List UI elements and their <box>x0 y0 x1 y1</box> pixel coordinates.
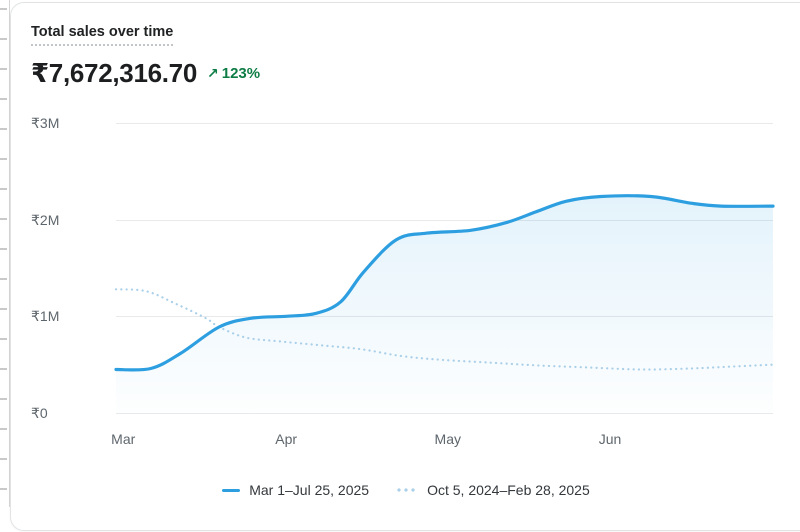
previous-period-line <box>114 288 775 371</box>
legend-swatch-dotted-line-icon <box>397 488 419 492</box>
card-title[interactable]: Total sales over time <box>31 24 174 46</box>
current-period-area-fill <box>116 195 773 413</box>
legend-label-current: Mar 1–Jul 25, 2025 <box>249 482 370 498</box>
legend-label-previous: Oct 5, 2024–Feb 28, 2025 <box>427 482 590 498</box>
gridline <box>116 219 773 221</box>
sales-line-chart[interactable]: ₹0 ₹1M ₹2M ₹3M Mar Apr May Jun <box>31 115 775 447</box>
total-sales-card: Total sales over time ₹7,672,316.70 ↗ 12… <box>10 2 800 531</box>
trend-up-icon: ↗ <box>207 65 219 81</box>
chart-canvas <box>114 194 775 413</box>
change-percent: 123% <box>221 65 261 82</box>
y-axis-label: ₹2M <box>31 211 60 228</box>
left-ruler-ticks <box>0 0 10 507</box>
card-header: Total sales over time ₹7,672,316.70 ↗ 12… <box>31 23 260 89</box>
legend-item-current: Mar 1–Jul 25, 2025 <box>222 482 369 498</box>
value-row: ₹7,672,316.70 ↗ 123% <box>31 58 260 89</box>
legend-item-previous: Oct 5, 2024–Feb 28, 2025 <box>397 482 590 498</box>
current-period-line <box>114 194 775 372</box>
x-axis-label: Jun <box>598 431 622 447</box>
y-axis-label: ₹0 <box>31 405 48 421</box>
gridline <box>116 413 773 414</box>
x-axis-label: Mar <box>111 431 136 447</box>
legend-swatch-solid-line-icon <box>222 488 241 492</box>
chart-legend: Mar 1–Jul 25, 2025 Oct 5, 2024–Feb 28, 2… <box>11 482 800 498</box>
x-axis-label: May <box>434 431 462 447</box>
total-sales-value: ₹7,672,316.70 <box>31 58 198 88</box>
change-badge: ↗ 123% <box>207 65 260 82</box>
gridline <box>116 123 773 124</box>
y-axis-label: ₹1M <box>31 308 60 325</box>
x-axis-label: Apr <box>275 431 298 447</box>
y-axis-label: ₹3M <box>31 115 60 131</box>
